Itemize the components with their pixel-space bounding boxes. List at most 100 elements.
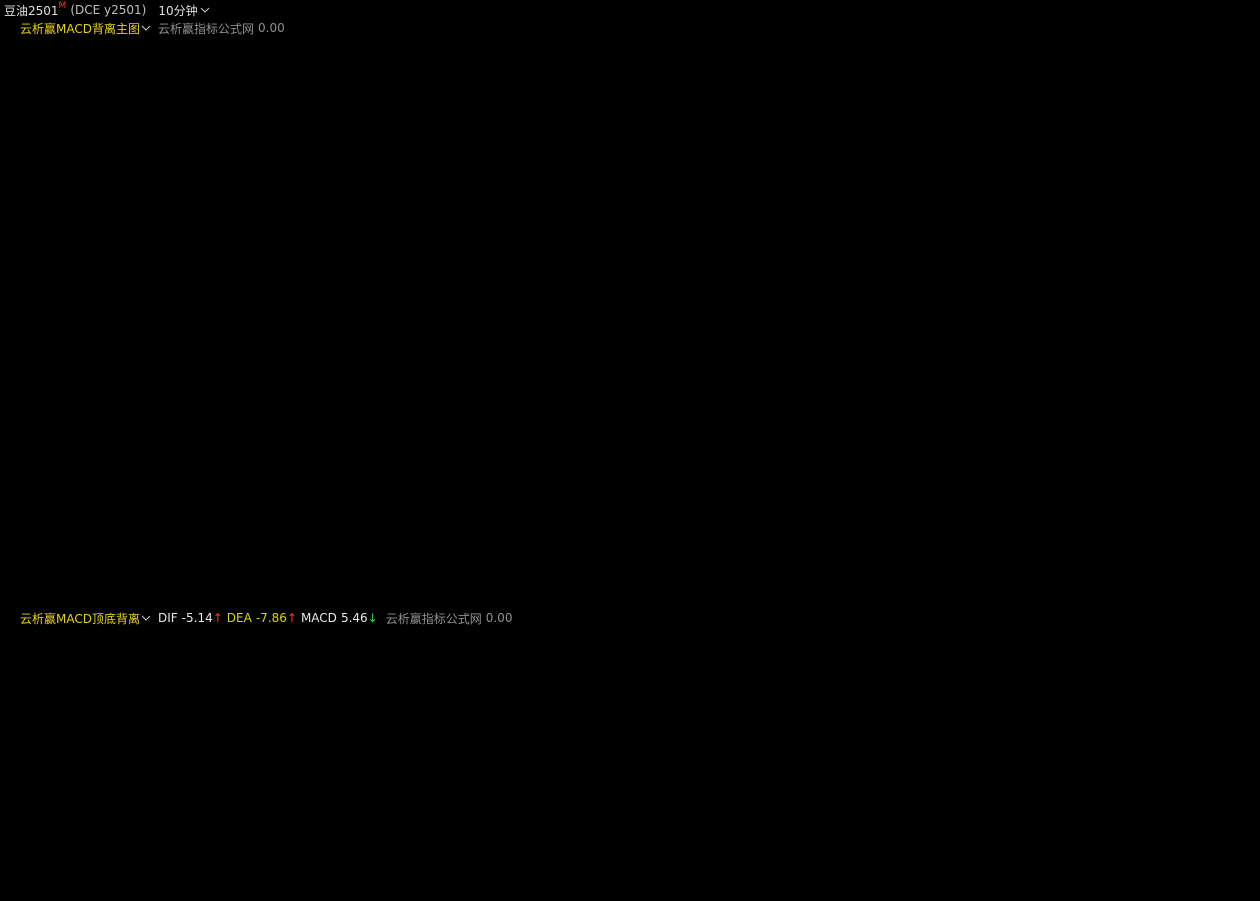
- candle-body: [1106, 453, 1115, 467]
- indicator-name[interactable]: 云析赢MACD顶底背离: [20, 611, 140, 626]
- candle-body: [1216, 467, 1225, 492]
- candle-body: [876, 382, 885, 400]
- candle-body: [176, 351, 185, 361]
- candle-body: [136, 375, 145, 388]
- candle-body: [346, 127, 355, 135]
- candle-body: [956, 443, 965, 457]
- divergence-guide: [303, 642, 661, 735]
- source-value: 0.00: [485, 611, 513, 625]
- candle-body: [16, 422, 25, 426]
- annotation: 顶背: [646, 101, 676, 119]
- candle-body: [626, 88, 635, 110]
- legend-value: -7.86: [255, 611, 287, 625]
- legend-name: MACD: [300, 611, 337, 625]
- candle-body: [556, 147, 565, 157]
- candle-body: [706, 410, 715, 502]
- candle-body: [596, 67, 605, 70]
- candle-body: [826, 406, 835, 412]
- candle-body: [726, 445, 735, 498]
- candle-body: [1046, 480, 1055, 492]
- period[interactable]: 10分钟: [158, 3, 198, 18]
- candle-body: [866, 375, 875, 414]
- candle-body: [446, 157, 455, 174]
- candle-body: [296, 135, 305, 188]
- candle-body: [756, 402, 765, 414]
- candle-body: [1156, 533, 1165, 537]
- y-tick-label: 03: [1, 252, 16, 266]
- candle-body: [1006, 510, 1015, 528]
- candle-body: [1176, 524, 1185, 545]
- candle-body: [886, 396, 895, 422]
- candle-body: [496, 200, 505, 222]
- candle-body: [96, 355, 105, 390]
- candle-body: [1126, 522, 1135, 541]
- y-tick-label: 70: [1, 317, 16, 331]
- candle-body: [386, 74, 395, 94]
- chevron[interactable]: [140, 614, 152, 622]
- indicator-name[interactable]: 云析赢MACD背离主图: [20, 21, 140, 36]
- candle-body: [946, 455, 955, 459]
- candle-body: [36, 402, 45, 408]
- candle-body: [696, 304, 705, 410]
- candle-body: [306, 180, 315, 188]
- chevron[interactable]: [140, 24, 152, 32]
- candle-body: [476, 167, 485, 192]
- candle-body: [636, 108, 645, 121]
- candle-body: [356, 116, 365, 123]
- extreme-label: 8332: [705, 598, 736, 612]
- legend-trend: ↑: [212, 611, 223, 625]
- source-value: 0.00: [258, 21, 285, 35]
- y-tick-label: 08: [1, 46, 16, 60]
- divergence-guide: [1020, 810, 1191, 834]
- candle-body: [426, 108, 435, 180]
- candle-body: [906, 484, 915, 502]
- candle-body: [66, 359, 75, 373]
- candle-body: [716, 496, 725, 500]
- candle-body: [46, 386, 55, 404]
- chevron[interactable]: [200, 6, 210, 14]
- symbol[interactable]: 豆油2501: [4, 3, 59, 18]
- y-tick-label: 0: [6, 763, 14, 777]
- candle-body: [286, 119, 295, 137]
- candle-body: [466, 172, 475, 182]
- source: 云析赢指标公式网: [385, 611, 482, 626]
- candle-body: [606, 68, 615, 78]
- candle-body: [646, 112, 655, 121]
- candle-body: [1086, 455, 1095, 484]
- candle-body: [1186, 463, 1195, 528]
- extreme-label: 8406: [935, 435, 966, 449]
- candle-body: [316, 104, 325, 178]
- annotation: 底背: [1174, 539, 1204, 557]
- legend-trend: ↓: [367, 611, 378, 625]
- extreme-label: 8608: [585, 38, 616, 52]
- candle-body: [786, 414, 795, 420]
- candle-body: [926, 478, 935, 494]
- candle-body: [256, 86, 265, 112]
- candle-body: [536, 221, 545, 227]
- candle-body: [796, 396, 805, 418]
- candle-body: [406, 96, 415, 102]
- candle-body: [856, 408, 865, 424]
- extreme-label: 8348: [1155, 566, 1186, 580]
- legend-value: 5.46: [340, 611, 368, 625]
- legend-name: DEA: [226, 611, 252, 625]
- candle-body: [836, 406, 845, 412]
- period-label: 4天: [16, 593, 36, 607]
- candle-body: [196, 159, 205, 259]
- candle-body: [766, 402, 775, 443]
- candle-body: [26, 406, 35, 439]
- candle-body: [816, 396, 825, 418]
- source: 云析赢指标公式网: [157, 21, 254, 36]
- candle-body: [526, 216, 535, 225]
- candle-body: [236, 61, 245, 86]
- candle-body: [976, 463, 985, 479]
- y-tick-label: 37: [1, 382, 16, 396]
- candle-body: [436, 167, 445, 178]
- candle-body: [186, 339, 195, 349]
- legend-value: -5.14: [181, 611, 213, 625]
- candle-body: [516, 206, 525, 220]
- candle-body: [1146, 506, 1155, 535]
- candle-body: [686, 302, 695, 310]
- candle-body: [486, 190, 495, 202]
